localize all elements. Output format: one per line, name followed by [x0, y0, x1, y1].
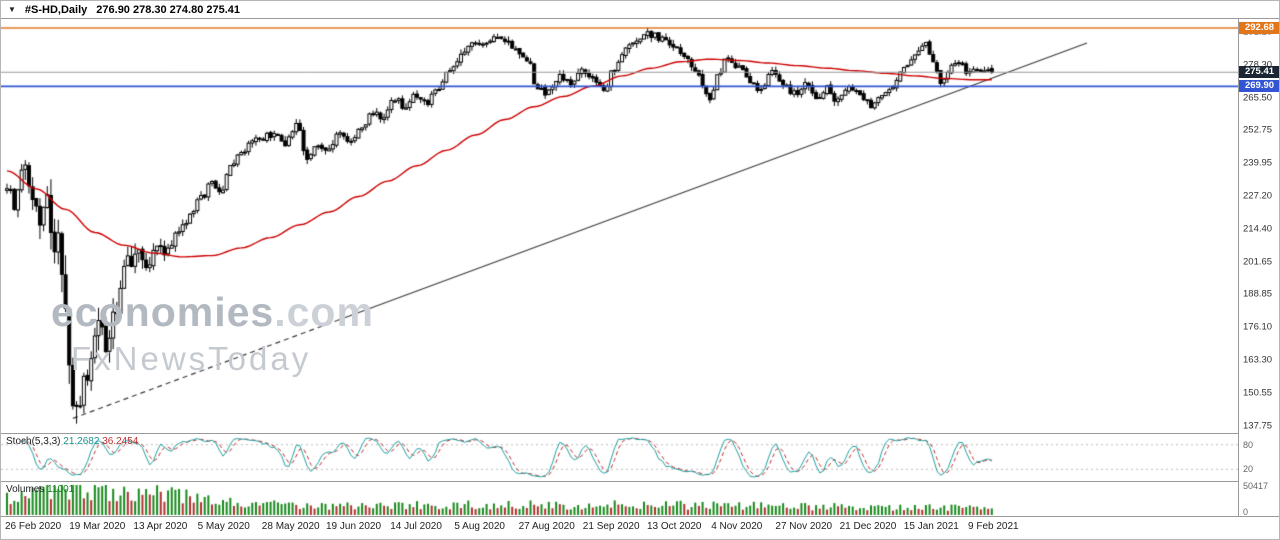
time-axis-label: 14 Jul 2020 [390, 521, 442, 532]
time-axis-label: 26 Feb 2020 [5, 521, 62, 532]
stoch-level-tick: 80 [1243, 439, 1254, 450]
symbol-dropdown-icon[interactable]: ▼ [8, 4, 16, 14]
price-tag-support-line: 269.90 [1239, 80, 1279, 93]
stochastic-panel[interactable] [1, 434, 1239, 481]
stoch-panel-divider[interactable] [1, 433, 1279, 434]
price-tick: 163.30 [1243, 354, 1273, 366]
time-axis-label: 13 Apr 2020 [133, 521, 188, 532]
stochastic-name: Stoch(5,3,3) [6, 436, 61, 447]
time-axis-label: 21 Dec 2020 [839, 521, 897, 532]
time-axis-label: 5 Aug 2020 [454, 521, 505, 532]
time-axis-label: 9 Feb 2021 [968, 521, 1019, 532]
time-axis-label: 5 May 2020 [197, 521, 250, 532]
time-axis-label: 13 Oct 2020 [647, 521, 702, 532]
stochastic-signal-value: 36.2454 [102, 436, 139, 447]
time-axis-label: 19 Jun 2020 [326, 521, 382, 532]
main-price-chart[interactable] [1, 19, 1239, 433]
chart-title-ohlc: 276.90 278.30 274.80 275.41 [96, 3, 241, 16]
price-tick: 188.85 [1243, 288, 1273, 300]
time-axis-label: 27 Aug 2020 [518, 521, 575, 532]
time-axis-divider [1, 516, 1279, 517]
stoch-level-tick: 20 [1243, 464, 1254, 475]
price-tick: 278.30 [1243, 59, 1273, 71]
price-tick: 137.75 [1243, 420, 1273, 432]
axis-separator [1238, 19, 1239, 516]
price-tick: 239.95 [1243, 157, 1273, 169]
chart-title-symbol: #S-HD,Daily [24, 3, 88, 16]
time-axis-label: 15 Jan 2021 [903, 521, 959, 532]
time-axis-label: 21 Sep 2020 [582, 521, 640, 532]
volume-panel-divider[interactable] [1, 481, 1279, 482]
volumes-name: Volumes [6, 484, 45, 495]
stochastic-main-value: 21.2682 [63, 436, 100, 447]
price-tick: 150.55 [1243, 387, 1273, 399]
price-tick: 265.50 [1243, 92, 1273, 104]
time-axis-label: 4 Nov 2020 [711, 521, 763, 532]
time-axis-label: 28 May 2020 [261, 521, 320, 532]
volumes-panel[interactable] [1, 482, 1239, 516]
time-axis-label: 19 Mar 2020 [69, 521, 126, 532]
price-tick: 214.40 [1243, 223, 1273, 235]
header-divider [1, 18, 1279, 19]
price-tag-resistance-line: 292.68 [1239, 21, 1279, 34]
time-axis[interactable]: 26 Feb 2020 19 Mar 2020 13 Apr 2020 5 May 2… [1, 517, 1279, 539]
price-tick: 201.65 [1243, 256, 1273, 268]
volumes-value: 11001 [47, 484, 75, 495]
stochastic-label: Stoch(5,3,3) 21.2682 36.2454 [6, 436, 138, 447]
price-tick: 227.20 [1243, 190, 1273, 202]
volume-axis-tick: 50417 [1243, 481, 1269, 491]
price-tick: 176.10 [1243, 321, 1273, 333]
price-axis[interactable]: 291.10278.30265.50252.75239.95227.20214.… [1239, 19, 1279, 517]
volume-axis-tick: 0 [1243, 507, 1249, 517]
time-axis-label: 27 Nov 2020 [775, 521, 833, 532]
price-tick: 252.75 [1243, 124, 1273, 136]
volumes-label: Volumes 11001 [6, 484, 74, 495]
price-tag-bid-line: 275.41 [1239, 66, 1279, 79]
chart-header: ▼ #S-HD,Daily 276.90 278.30 274.80 275.4… [1, 1, 1279, 18]
